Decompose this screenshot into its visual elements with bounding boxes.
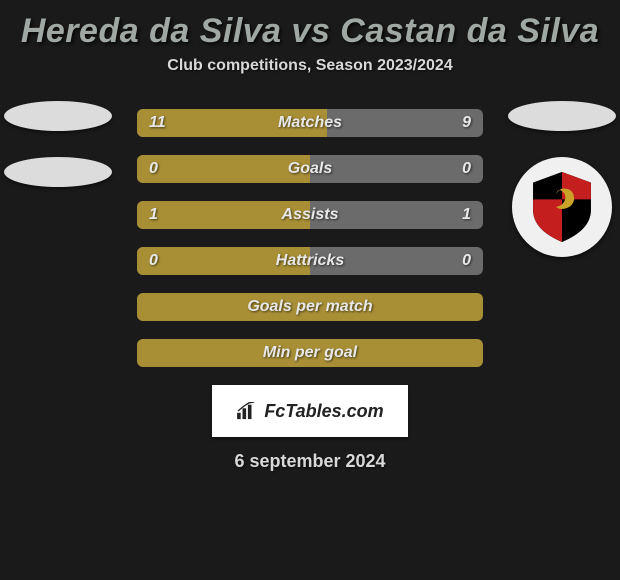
stat-left-value: 0 (149, 160, 158, 178)
stat-label: Assists (282, 206, 339, 224)
stat-row-goals: 0 Goals 0 (137, 155, 483, 183)
page-title: Hereda da Silva vs Castan da Silva (0, 4, 620, 57)
left-player-avatars (4, 101, 112, 187)
player-avatar-placeholder (508, 101, 616, 131)
stats-column: 11 Matches 9 0 Goals 0 1 Assists 1 0 Hat… (137, 109, 483, 367)
fctables-watermark[interactable]: FcTables.com (212, 385, 408, 437)
stat-row-min-per-goal: Min per goal (137, 339, 483, 367)
player-avatar-placeholder (4, 157, 112, 187)
stats-region: 11 Matches 9 0 Goals 0 1 Assists 1 0 Hat… (0, 109, 620, 367)
fctables-logo-icon (236, 402, 258, 420)
stat-left-value: 0 (149, 252, 158, 270)
stat-right-value: 0 (462, 160, 471, 178)
subtitle: Club competitions, Season 2023/2024 (0, 57, 620, 75)
stat-label: Hattricks (276, 252, 344, 270)
club-badge (512, 157, 612, 257)
fctables-text: FcTables.com (264, 401, 383, 422)
player-avatar-placeholder (4, 101, 112, 131)
stat-row-hattricks: 0 Hattricks 0 (137, 247, 483, 275)
stat-left-value: 11 (149, 114, 166, 132)
stat-row-matches: 11 Matches 9 (137, 109, 483, 137)
stat-right-value: 0 (462, 252, 471, 270)
stat-label: Matches (278, 114, 342, 132)
stat-label: Goals per match (247, 298, 372, 316)
comparison-card: Hereda da Silva vs Castan da Silva Club … (0, 0, 620, 472)
stat-right-value: 1 (462, 206, 471, 224)
stat-row-assists: 1 Assists 1 (137, 201, 483, 229)
stat-left-value: 1 (149, 206, 158, 224)
stat-row-goals-per-match: Goals per match (137, 293, 483, 321)
stat-label: Min per goal (263, 344, 357, 362)
stat-fill (137, 155, 310, 183)
date-text: 6 september 2024 (0, 451, 620, 472)
stat-label: Goals (288, 160, 332, 178)
stat-right-value: 9 (462, 114, 471, 132)
club-crest-icon (524, 169, 600, 245)
right-player-avatars (508, 101, 616, 257)
